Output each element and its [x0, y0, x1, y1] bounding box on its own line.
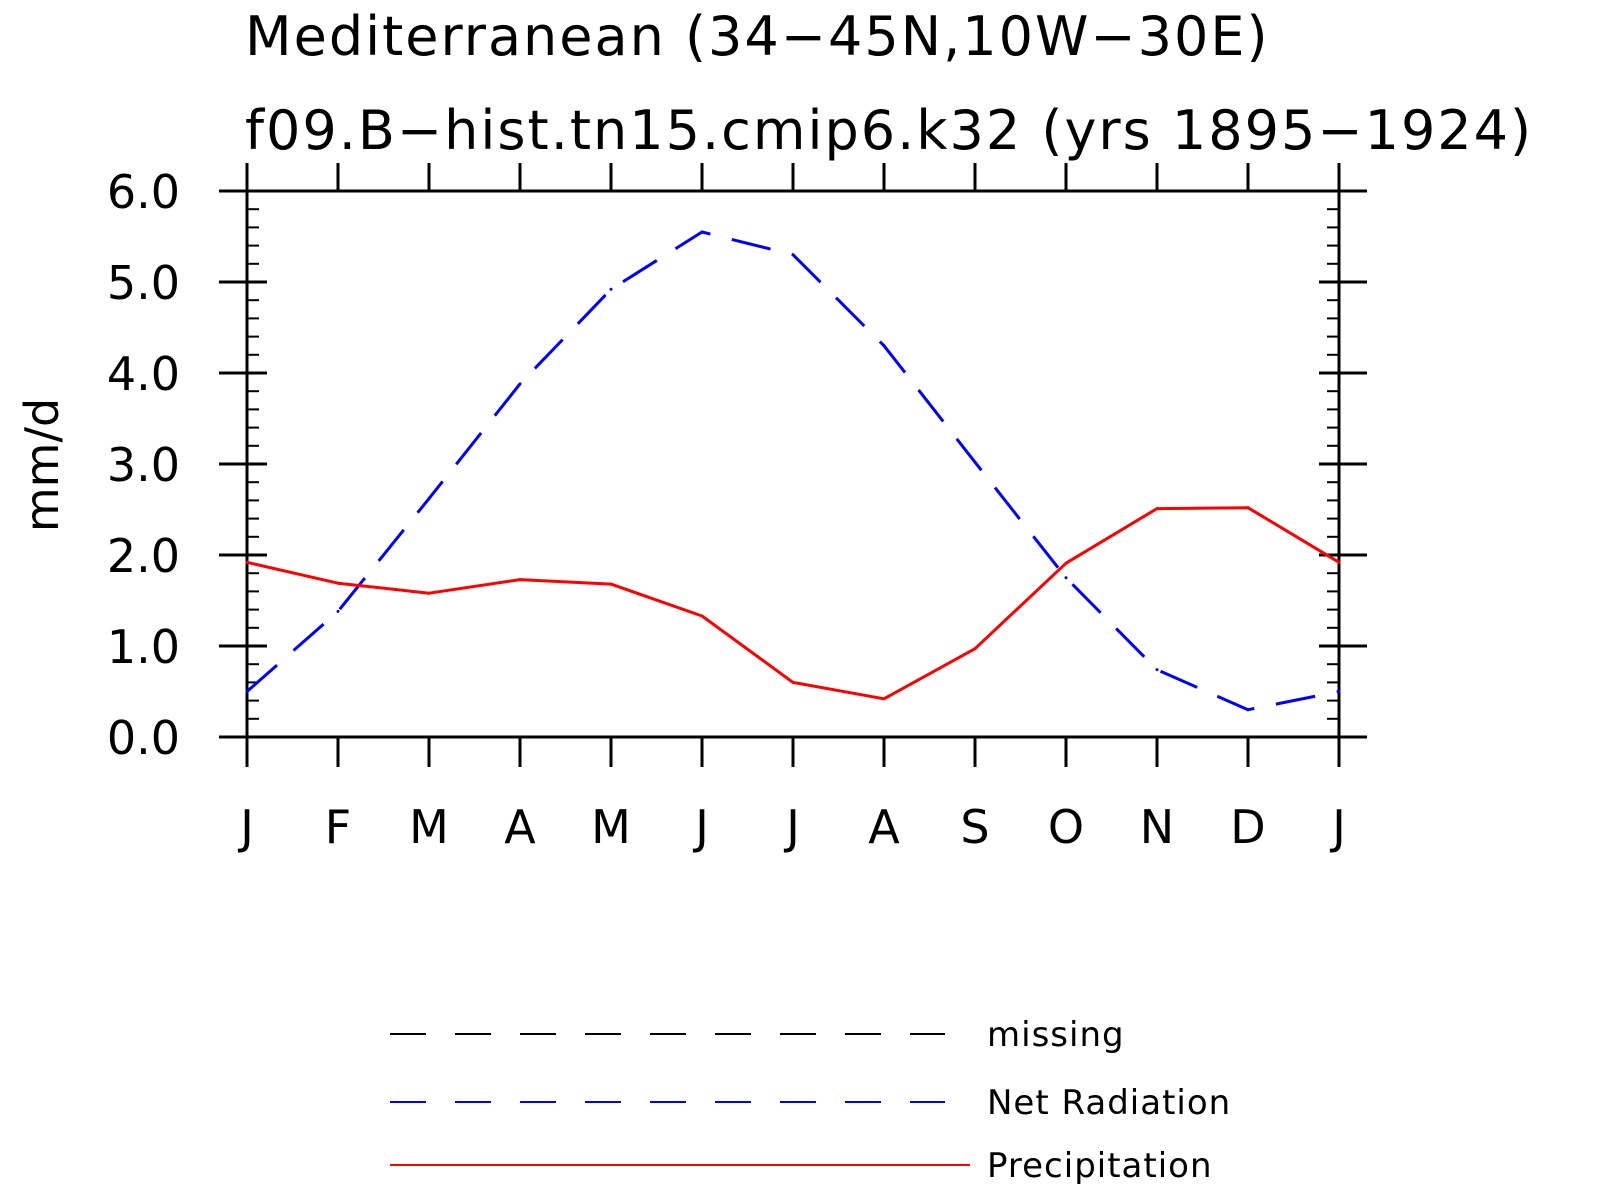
x-tick-label: A — [504, 800, 536, 854]
net-radiation-point — [1337, 690, 1341, 693]
y-tick-label: 6.0 — [107, 165, 180, 219]
precipitation-point — [427, 591, 431, 595]
y-tick-label: 4.0 — [107, 347, 180, 401]
net-radiation-point — [791, 253, 795, 257]
precipitation-point — [1337, 560, 1341, 564]
legend-label-net-radiation: Net Radiation — [987, 1083, 1231, 1123]
y-tick-label: 1.0 — [107, 620, 180, 674]
net-radiation-point — [609, 287, 613, 291]
net-radiation-point — [427, 497, 431, 501]
net-radiation-point — [700, 230, 704, 234]
net-radiation-point — [882, 344, 886, 348]
chart-title: Mediterranean (34−45N,10W−30E) — [245, 5, 1270, 68]
y-axis-label: mm/d — [15, 398, 69, 532]
precipitation-point — [1155, 507, 1159, 511]
plot-axes: 0.0 1.0 2.0 3.0 4.0 5.0 6.0 J F M A M J J A S O N D J — [107, 163, 1367, 854]
legend-label-precipitation: Precipitation — [987, 1146, 1213, 1186]
y-tick-label: 0.0 — [107, 711, 180, 765]
x-tick-label: F — [325, 800, 351, 854]
precipitation-point — [245, 560, 249, 564]
y-tick-label: 2.0 — [107, 529, 180, 583]
net-radiation-point — [1246, 708, 1250, 712]
net-radiation-point — [518, 382, 522, 386]
x-tick-label: M — [409, 800, 449, 854]
legend: missing Net Radiation Precipitation — [390, 1015, 1231, 1186]
precipitation-point — [882, 697, 886, 701]
x-tick-label: J — [692, 800, 709, 854]
x-tick-label: A — [868, 800, 900, 854]
plot-frame — [245, 189, 1341, 739]
net-radiation-line — [246, 230, 1340, 712]
precipitation-point — [700, 614, 704, 618]
precipitation-line — [246, 506, 1340, 701]
precipitation-point — [1246, 506, 1250, 510]
precipitation-point — [609, 582, 613, 586]
y-tick-label: 3.0 — [107, 438, 180, 492]
precipitation-point — [791, 680, 795, 684]
x-tick-label: O — [1048, 800, 1084, 854]
precipitation-point — [1064, 561, 1068, 565]
net-radiation-point — [336, 609, 340, 613]
precipitation-point — [973, 647, 977, 651]
net-radiation-point — [1155, 668, 1159, 672]
net-radiation-point — [973, 460, 977, 464]
x-tick-label: D — [1230, 800, 1265, 854]
net-radiation-point — [245, 690, 249, 693]
legend-label-missing: missing — [987, 1015, 1125, 1055]
series-layer — [245, 230, 1341, 712]
x-tick-label: M — [591, 800, 631, 854]
y-tick-label: 5.0 — [107, 256, 180, 310]
precipitation-point — [336, 581, 340, 585]
x-tick-label: S — [960, 800, 989, 854]
chart-subtitle: f09.B−hist.tn15.cmip6.k32 (yrs 1895−1924… — [245, 99, 1533, 162]
precipitation-point — [518, 578, 522, 582]
x-tick-label: J — [1329, 800, 1346, 854]
x-tick-label: J — [237, 800, 254, 854]
net-radiation-point — [1064, 576, 1068, 580]
x-tick-label: J — [783, 800, 800, 854]
x-tick-label: N — [1140, 800, 1174, 854]
